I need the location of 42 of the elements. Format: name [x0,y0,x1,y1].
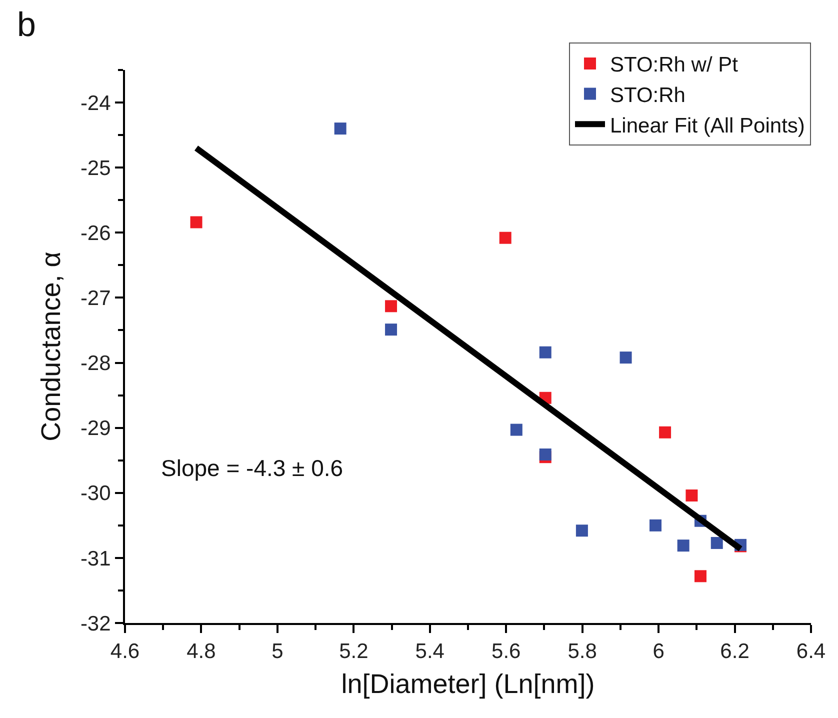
x-tick-label: 4.6 [110,640,140,664]
x-tick-label: 5.6 [492,640,521,664]
x-tick-label: 6 [652,640,664,664]
legend-label: Linear Fit (All Points) [610,114,805,138]
point [686,489,698,502]
annotation: Slope = -4.3 ± 0.6 [161,455,344,481]
point [576,524,588,537]
x-tick-label: 6.2 [720,640,750,664]
point [677,540,690,552]
y-tick-label: -31 [80,547,111,570]
x-tick-label: 5.4 [415,640,445,664]
x-axis-title: ln[Diameter] (Ln[nm]) [341,669,595,700]
x-tick-label: 4.8 [186,640,216,664]
y-tick-label: -24 [80,92,112,115]
point [539,448,552,460]
point [334,122,346,135]
point [539,346,552,358]
point [499,232,512,244]
point [620,352,632,364]
x-tick-label: 5.2 [339,640,368,664]
y-tick-label: -30 [80,482,111,506]
point [694,570,706,582]
x-tick-label: 5.8 [568,640,597,664]
y-tick-label: -25 [80,156,111,180]
legend-label: STO:Rh w/ Pt [610,54,738,77]
point [385,324,398,336]
x-tick-label: 6.4 [796,640,826,664]
y-tick-label: -32 [80,612,111,636]
legend-label: STO:Rh [610,84,686,107]
y-tick-label: -28 [80,352,111,376]
text: b [17,6,36,44]
point [385,300,398,312]
y-tick-label: -29 [80,417,111,440]
point [190,216,202,228]
y-axis-title: Conductance, α [36,252,66,442]
point [510,424,522,436]
y-tick-label: -27 [80,287,111,310]
point [650,519,662,532]
y-tick-label: -26 [80,222,111,245]
point [659,426,672,438]
point [710,536,723,549]
x-tick-label: 5 [272,640,284,664]
